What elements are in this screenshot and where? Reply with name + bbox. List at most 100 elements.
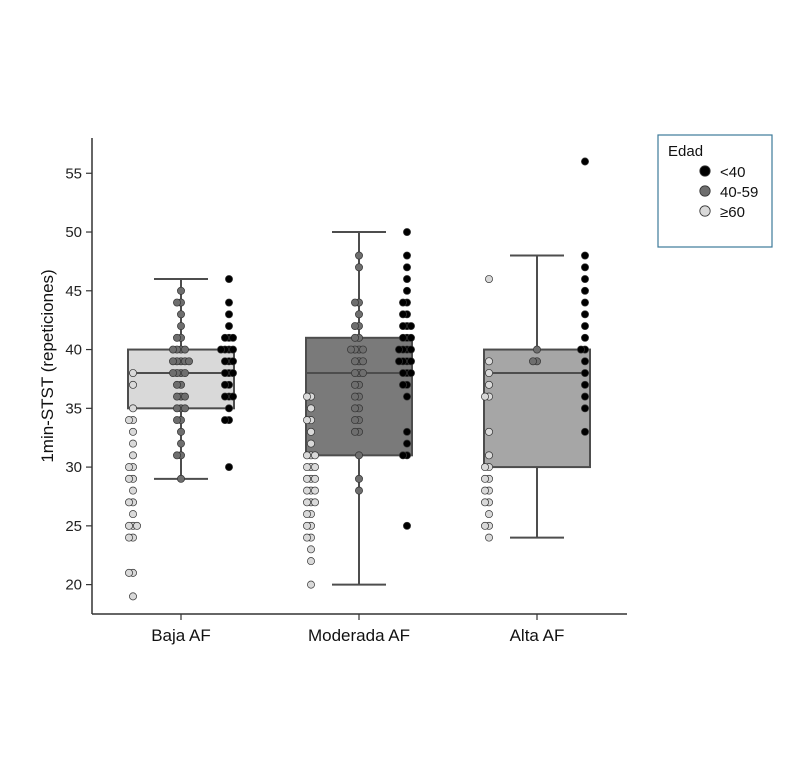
data-point bbox=[311, 486, 319, 495]
data-point bbox=[221, 392, 229, 401]
box-1 bbox=[127, 278, 235, 480]
data-point bbox=[533, 345, 541, 354]
legend-marker bbox=[699, 205, 711, 217]
points-<40 bbox=[217, 275, 237, 472]
y-tick-label: 20 bbox=[65, 577, 82, 594]
data-point bbox=[581, 286, 589, 295]
data-point bbox=[229, 345, 237, 354]
data-point bbox=[355, 263, 363, 272]
data-point bbox=[221, 380, 229, 389]
data-point bbox=[229, 357, 237, 366]
data-point bbox=[225, 404, 233, 413]
data-point bbox=[581, 357, 589, 366]
data-point bbox=[581, 322, 589, 330]
data-point bbox=[581, 310, 589, 319]
data-point bbox=[407, 345, 415, 354]
data-point bbox=[581, 263, 589, 272]
points-layer bbox=[125, 157, 589, 601]
data-point bbox=[485, 380, 493, 389]
points-<40 bbox=[577, 157, 589, 436]
data-point bbox=[485, 369, 493, 378]
data-point bbox=[485, 510, 493, 519]
data-point bbox=[225, 310, 233, 319]
data-point bbox=[229, 369, 237, 378]
data-point bbox=[173, 380, 181, 389]
y-tick-label: 25 bbox=[65, 518, 82, 535]
data-point bbox=[169, 369, 177, 378]
legend: Edad <40 40-59 ≥60 bbox=[657, 134, 773, 248]
data-point bbox=[481, 486, 489, 495]
data-point bbox=[177, 474, 185, 483]
points-<40 bbox=[395, 228, 415, 530]
data-point bbox=[485, 357, 493, 366]
data-point bbox=[351, 369, 359, 378]
data-point bbox=[307, 439, 315, 448]
data-point bbox=[355, 310, 363, 319]
data-point bbox=[403, 392, 411, 401]
data-point bbox=[229, 392, 237, 401]
data-point bbox=[311, 474, 319, 483]
data-point bbox=[359, 345, 367, 354]
box-iqr bbox=[483, 348, 591, 469]
data-point bbox=[129, 592, 137, 601]
data-point bbox=[129, 380, 137, 389]
data-point bbox=[581, 404, 589, 413]
legend-label: ≥60 bbox=[720, 204, 745, 221]
data-point bbox=[177, 310, 185, 319]
data-point bbox=[307, 404, 315, 413]
data-point bbox=[351, 333, 359, 342]
data-point bbox=[133, 521, 141, 530]
data-point bbox=[407, 357, 415, 366]
data-point bbox=[221, 333, 229, 342]
data-point bbox=[359, 357, 367, 366]
data-point bbox=[173, 451, 181, 460]
data-point bbox=[399, 298, 407, 307]
points-40-59 bbox=[347, 251, 367, 495]
data-point bbox=[351, 380, 359, 389]
legend-items: <40 40-59 ≥60 bbox=[699, 164, 758, 221]
data-point bbox=[173, 416, 181, 425]
data-point bbox=[581, 251, 589, 260]
data-point bbox=[129, 510, 137, 519]
data-point bbox=[173, 392, 181, 401]
data-point bbox=[125, 416, 133, 425]
data-point bbox=[129, 486, 137, 495]
data-point bbox=[225, 463, 233, 472]
data-point bbox=[481, 521, 489, 530]
data-point bbox=[307, 580, 315, 589]
data-point bbox=[229, 333, 237, 342]
data-point bbox=[303, 533, 311, 542]
data-point bbox=[359, 369, 367, 378]
data-point bbox=[351, 322, 359, 330]
data-point bbox=[481, 463, 489, 472]
points-≥60 bbox=[303, 392, 319, 589]
data-point bbox=[307, 545, 315, 554]
data-point bbox=[395, 357, 403, 366]
data-point bbox=[177, 286, 185, 295]
data-point bbox=[181, 404, 189, 413]
data-point bbox=[351, 392, 359, 401]
data-point bbox=[303, 451, 311, 460]
y-tick-label: 50 bbox=[65, 224, 82, 241]
data-point bbox=[407, 369, 415, 378]
data-point bbox=[403, 286, 411, 295]
data-point bbox=[307, 427, 315, 436]
data-point bbox=[581, 333, 589, 342]
data-point bbox=[395, 345, 403, 354]
x-ticks: Baja AF Moderada AF Alta AF bbox=[151, 614, 564, 645]
data-point bbox=[403, 275, 411, 283]
data-point bbox=[307, 557, 315, 566]
data-point bbox=[181, 345, 189, 354]
data-point bbox=[173, 298, 181, 307]
legend-box bbox=[657, 134, 773, 248]
data-point bbox=[125, 521, 133, 530]
data-point bbox=[311, 498, 319, 507]
data-point bbox=[303, 474, 311, 483]
data-point bbox=[351, 416, 359, 425]
data-point bbox=[351, 427, 359, 436]
y-tick-label: 40 bbox=[65, 342, 82, 359]
y-tick-label: 35 bbox=[65, 400, 82, 417]
data-point bbox=[125, 533, 133, 542]
data-point bbox=[177, 439, 185, 448]
data-point bbox=[303, 463, 311, 472]
